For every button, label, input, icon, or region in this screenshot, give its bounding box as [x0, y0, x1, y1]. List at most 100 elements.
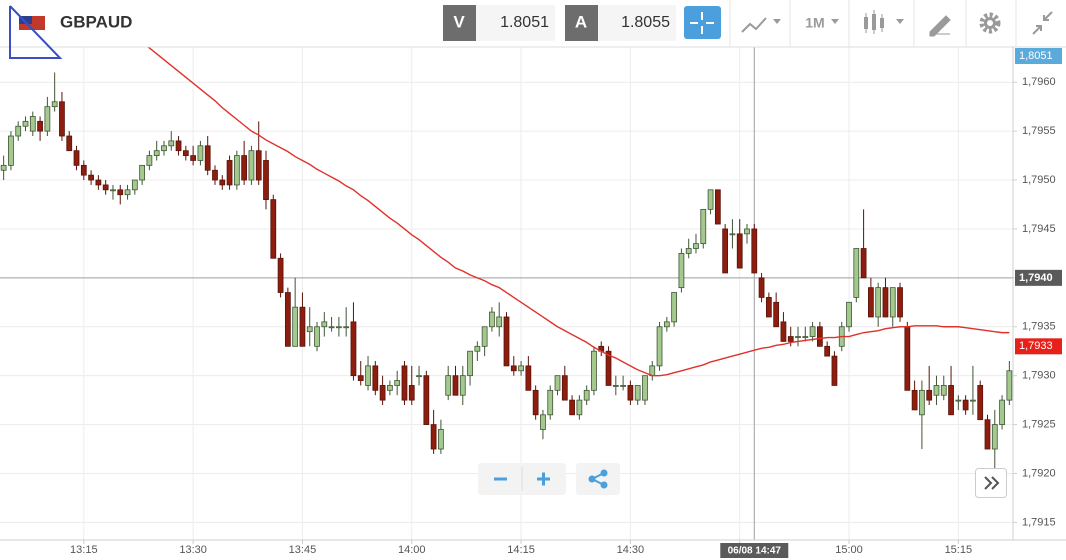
candle-body: [554, 375, 561, 391]
candle-body: [248, 150, 255, 181]
y-tick-label: 1,7945: [1022, 223, 1056, 235]
candle-body: [700, 208, 707, 245]
candle-body: [795, 336, 801, 338]
candle-body: [408, 385, 415, 401]
candle-body: [438, 429, 444, 450]
candle-body: [467, 350, 473, 377]
candle-body: [292, 306, 299, 347]
candle-body: [496, 316, 503, 328]
candle-body: [277, 257, 284, 293]
candle-body: [161, 145, 167, 152]
candle-body: [270, 199, 277, 259]
compress-icon[interactable]: [1032, 11, 1053, 35]
toolbar: GBPAUD V 1.8051 A 1.8055 1M: [0, 0, 1066, 59]
x-tick-label: 15:15: [945, 544, 973, 556]
candle-body: [124, 189, 131, 196]
y-tick-label: 1,7920: [1022, 467, 1056, 479]
y-tick-label: 1,7950: [1022, 174, 1056, 186]
candle-body: [649, 365, 656, 377]
crosshair-x-label: 06/08 14:47: [728, 546, 782, 557]
candle-body: [685, 248, 692, 254]
candle-body: [882, 287, 889, 318]
candle-body: [984, 419, 991, 450]
zoom-in[interactable]: [537, 472, 550, 486]
x-tick-label: 15:00: [835, 544, 863, 556]
candle-body: [970, 399, 976, 402]
candle-body: [255, 150, 262, 181]
symbol[interactable]: GBPAUD: [60, 12, 132, 31]
dropdown-arrow: [773, 19, 781, 24]
candle-body: [642, 375, 648, 401]
candle-body: [962, 399, 969, 411]
candle-body: [787, 336, 794, 342]
dropdown-arrow: [831, 19, 839, 24]
candle-body: [452, 375, 459, 396]
crosshair-icon: [690, 12, 714, 34]
candle-body: [627, 385, 634, 401]
candle-body: [328, 326, 335, 329]
candle-body: [219, 179, 226, 186]
candle-body: [459, 375, 466, 396]
candle-body: [999, 399, 1005, 425]
candle-body: [977, 385, 984, 421]
candle-body: [175, 140, 182, 152]
price-label: 1,7933: [1019, 340, 1053, 352]
share-button[interactable]: [588, 469, 608, 489]
ask-box[interactable]: [598, 5, 676, 41]
candle-body: [88, 174, 94, 181]
candle-body: [503, 316, 510, 367]
candle-body: [955, 399, 962, 402]
candle-body: [51, 101, 58, 108]
candle-body: [372, 365, 379, 391]
candle-body: [663, 321, 670, 328]
candle-body: [22, 120, 29, 127]
candle-body: [416, 375, 422, 378]
candle-body: [678, 252, 685, 289]
y-tick-label: 1,7925: [1022, 418, 1056, 430]
candle-body: [518, 365, 524, 372]
candle-body: [314, 326, 320, 347]
candle-body: [780, 321, 787, 342]
candle-body: [8, 135, 14, 166]
candle-body: [853, 248, 860, 298]
candle-body: [736, 233, 743, 269]
settings-icon[interactable]: [979, 12, 1001, 34]
timeframe[interactable]: 1M: [805, 15, 824, 31]
bid-label: V: [453, 12, 465, 31]
candle-style-icon[interactable]: [864, 10, 884, 34]
ask-label-box: [565, 5, 598, 41]
candle-body: [532, 389, 539, 416]
candle-body: [926, 389, 933, 401]
candle-body: [940, 385, 947, 396]
chart-type-icon[interactable]: [741, 17, 767, 33]
crosshair-button[interactable]: [684, 6, 721, 39]
candle-body: [1006, 370, 1013, 401]
candle-body: [190, 155, 197, 161]
candle-body: [991, 424, 998, 450]
candle-body: [146, 155, 153, 166]
candle-body: [612, 385, 619, 387]
candle-body: [744, 228, 750, 235]
y-tick-label: 1,7930: [1022, 370, 1056, 382]
candle-body: [591, 350, 597, 391]
candle-body: [868, 287, 874, 318]
y-tick-label: 1,7960: [1022, 76, 1056, 88]
flag-au: [19, 16, 32, 24]
candle-body: [919, 389, 925, 416]
candle-body: [474, 345, 481, 352]
x-tick-label: 14:15: [507, 544, 535, 556]
candle-body: [306, 326, 313, 333]
draw-tool-icon[interactable]: [929, 15, 951, 37]
crosshair-y-label: 1,7940: [1019, 272, 1053, 284]
candle-body: [226, 160, 233, 186]
bid-box[interactable]: [476, 5, 555, 41]
x-tick-label: 14:00: [398, 544, 426, 556]
dropdown-arrow: [896, 19, 904, 24]
candle-body: [182, 150, 189, 156]
share-box: [576, 463, 620, 495]
candle-body: [765, 297, 772, 318]
candle-body: [489, 311, 495, 328]
y-tick-label: 1,7915: [1022, 516, 1056, 528]
candle-body: [889, 287, 896, 318]
